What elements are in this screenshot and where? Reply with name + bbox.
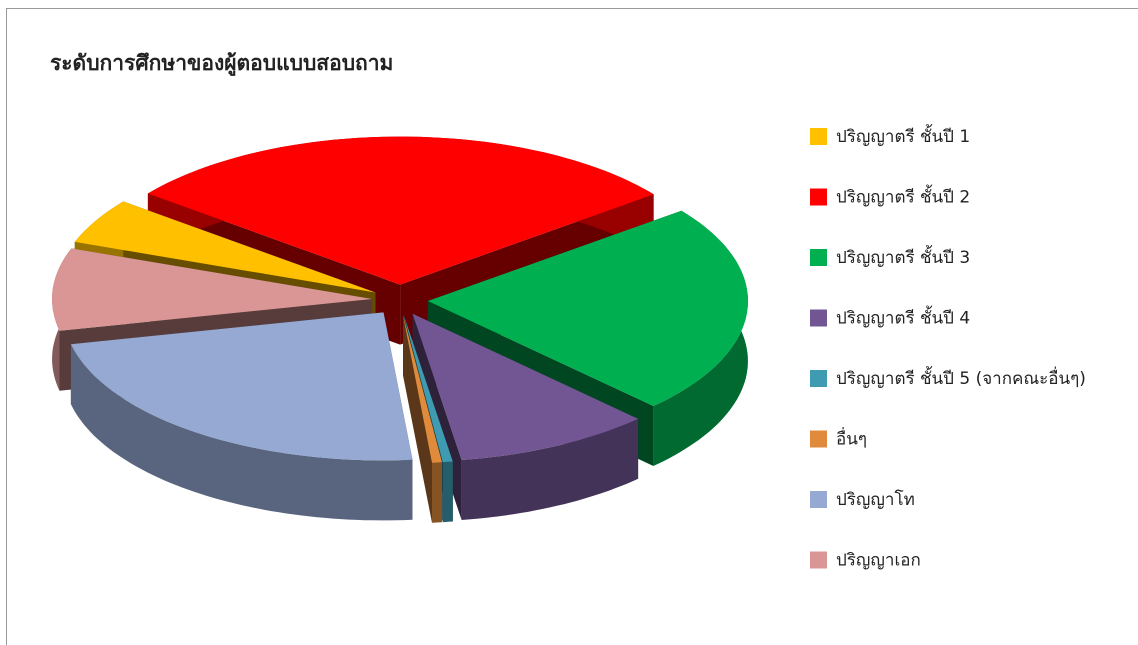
- slice: [74, 201, 376, 293]
- legend-swatch: [810, 309, 827, 327]
- legend-label: ปริญญาตรี ชั้นปี 1: [836, 124, 970, 147]
- slice: [70, 312, 413, 461]
- slice: [427, 210, 748, 406]
- slice: [403, 315, 453, 463]
- legend-label: ปริญญาตรี ชั้นปี 3: [836, 245, 970, 268]
- legend-swatch: [810, 249, 827, 266]
- slice: [412, 313, 639, 460]
- slice-side: [403, 315, 432, 523]
- legend-swatch: [810, 188, 827, 206]
- legend-swatch: [810, 370, 827, 387]
- legend-swatch: [810, 551, 827, 569]
- slice-side: [442, 461, 453, 523]
- slice: [52, 248, 373, 331]
- slice: [403, 315, 442, 463]
- legend-label: อื่นๆ: [836, 427, 867, 450]
- pie: [52, 136, 748, 523]
- legend: ปริญญาตรี ชั้นปี 1 ปริญญาตรี ชั้นปี 2 ปริญ…: [810, 124, 1086, 571]
- legend-label: ปริญญาตรี ชั้นปี 5 (จากคณะอื่นๆ): [836, 366, 1086, 389]
- legend-label: ปริญญาโท: [836, 489, 915, 510]
- legend-label: ปริญญาตรี ชั้นปี 2: [836, 185, 970, 208]
- legend-swatch: [810, 128, 827, 145]
- legend-label: ปริญญาเอก: [836, 551, 921, 571]
- slice-side: [461, 418, 639, 520]
- slice-side: [70, 344, 413, 521]
- legend-swatch: [810, 430, 827, 448]
- legend-swatch: [810, 491, 827, 508]
- slice-side: [432, 462, 442, 523]
- slice: [147, 136, 654, 285]
- legend-label: ปริญญาตรี ชั้นปี 4: [836, 306, 970, 329]
- chart-title: ระดับการศึกษาของผู้ตอบแบบสอบถาม: [50, 51, 393, 77]
